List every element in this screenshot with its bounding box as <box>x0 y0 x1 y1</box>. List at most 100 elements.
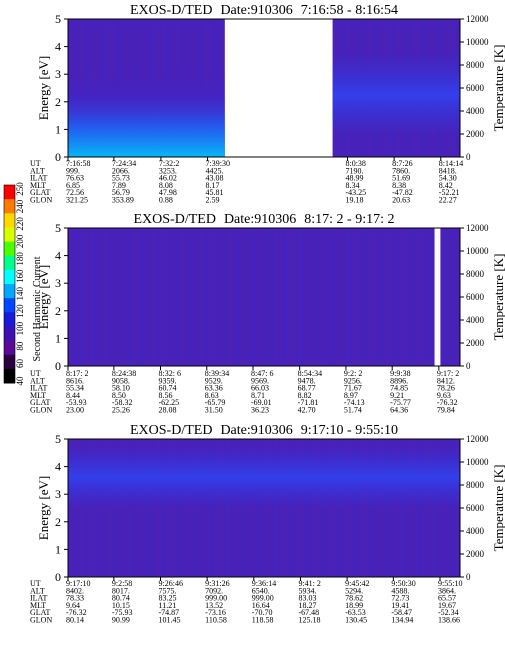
orbit-table-cell: 8.63 <box>205 391 219 400</box>
spectrogram-stripe <box>155 228 157 366</box>
spectrogram-stripe <box>146 228 148 366</box>
orbit-table-cell: 8:24:38 <box>112 369 136 378</box>
orbit-row-label: ILAT <box>30 594 47 603</box>
spectrogram-stripe <box>290 228 292 366</box>
spectrogram-stripe <box>230 228 232 366</box>
colorbar-swatch <box>4 368 15 384</box>
orbit-table-cell: 8412. <box>437 376 455 385</box>
orbit-table-cell: 9:9:38 <box>390 369 410 378</box>
y-tick-label-left: 1 <box>55 331 61 345</box>
orbit-table-cell: -70.70 <box>252 608 273 617</box>
orbit-table-cell: 9.63 <box>437 391 451 400</box>
orbit-table-cell: 76.63 <box>66 174 84 183</box>
orbit-row-label: GLON <box>30 616 52 625</box>
orbit-table-cell: 60.74 <box>159 384 177 393</box>
spectrogram-stripe <box>125 228 127 366</box>
orbit-table-cell: 8:54:34 <box>298 369 322 378</box>
y-tick-label-right: 4000 <box>466 315 485 325</box>
orbit-table-cell: 9:45:42 <box>345 579 369 588</box>
spectrogram-stripe <box>335 228 337 366</box>
spectrogram-stripe <box>410 228 412 366</box>
orbit-table-cell: -75.77 <box>390 398 411 407</box>
orbit-table-cell: -47.82 <box>392 188 413 197</box>
orbit-table-cell: -69.01 <box>251 398 272 407</box>
y-tick-label-right: 2000 <box>466 549 485 559</box>
spectrogram-stripe <box>215 228 217 366</box>
orbit-table-cell: -75.93 <box>112 608 133 617</box>
orbit-table-cell: 7.89 <box>112 181 126 190</box>
spectrogram-stripe <box>299 228 301 366</box>
orbit-table-cell: 78.26 <box>437 384 455 393</box>
y-tick-label-left: 4 <box>55 40 61 54</box>
y-tick-label-right: 6000 <box>466 292 485 302</box>
spectrogram-stripe <box>197 228 199 366</box>
spectrogram-stripe <box>116 228 118 366</box>
orbit-row-label: ILAT <box>30 384 47 393</box>
orbit-table-cell: 74.85 <box>390 384 408 393</box>
orbit-table-cell: 78.62 <box>345 594 363 603</box>
y-axis-label-right: Temperature [K] <box>491 45 505 132</box>
y-tick-label-right: 12000 <box>466 434 489 444</box>
spectrogram-stripe <box>389 228 391 366</box>
y-tick-label-right: 10000 <box>466 37 489 47</box>
orbit-table-cell: 71.67 <box>344 384 362 393</box>
orbit-table-cell: 7575. <box>159 586 177 595</box>
spectrogram-stripe <box>431 228 433 366</box>
spectrogram-stripe <box>311 228 313 366</box>
orbit-table-cell: 18.27 <box>298 601 316 610</box>
colorbar-tick-label: 80 <box>15 341 25 351</box>
orbit-row-label: ALT <box>30 376 45 385</box>
spectrogram-stripe <box>287 228 289 366</box>
orbit-table-cell: 65.57 <box>438 594 456 603</box>
panel-title-title: EXOS-D/TED <box>130 3 212 18</box>
spectrogram-stripe <box>119 228 121 366</box>
spectrogram-stripe <box>323 228 325 366</box>
y-tick-label-left: 0 <box>55 570 61 584</box>
spectrogram-stripe <box>401 228 403 366</box>
orbit-table-cell: 23.00 <box>66 406 84 415</box>
spectrogram-stripe <box>320 228 322 366</box>
spectrogram-stripe <box>245 228 247 366</box>
orbit-table-cell: 130.45 <box>345 616 367 625</box>
y-tick-label-left: 2 <box>55 304 61 318</box>
spectrogram-stripe <box>128 228 130 366</box>
spectrogram-stripe <box>284 228 286 366</box>
orbit-row-label: ALT <box>30 586 45 595</box>
orbit-table-cell: 8:14:14 <box>439 159 463 168</box>
orbit-table-cell: 55.34 <box>66 384 84 393</box>
spectrogram-stripe <box>203 228 205 366</box>
spectrogram-stripe <box>371 228 373 366</box>
spectrogram-stripe <box>200 228 202 366</box>
orbit-table-cell: 7:32:2 <box>159 159 179 168</box>
orbit-table-cell: 9256. <box>344 376 362 385</box>
orbit-table-cell: 45.81 <box>206 188 224 197</box>
orbit-table-cell: 8017. <box>112 586 130 595</box>
orbit-table-cell: 7:16:58 <box>66 159 90 168</box>
colorbar-tick-label: 120 <box>15 304 25 318</box>
orbit-table-cell: 16.64 <box>252 601 270 610</box>
orbit-table-cell: 19.41 <box>391 601 409 610</box>
y-tick-label-left: 5 <box>55 432 61 446</box>
spectrogram-stripe <box>95 228 97 366</box>
spectrogram-stripe <box>77 228 79 366</box>
orbit-table-cell: 6540. <box>252 586 270 595</box>
spectrogram-segment <box>440 228 460 366</box>
orbit-row-label: GLAT <box>30 398 51 407</box>
y-tick-label-left: 0 <box>55 359 61 373</box>
orbit-table-cell: -74.87 <box>159 608 180 617</box>
spectrogram-stripe <box>86 228 88 366</box>
orbit-row-label: UT <box>30 369 41 378</box>
spectrogram-segment <box>68 228 435 366</box>
orbit-table-cell: 13.52 <box>205 601 223 610</box>
orbit-table-cell: 46.02 <box>159 174 177 183</box>
spectrogram-stripe <box>386 228 388 366</box>
spectrogram-intensity <box>68 445 460 508</box>
spectrogram-stripe <box>188 228 190 366</box>
orbit-table-cell: 7:39:30 <box>206 159 230 168</box>
colorbar-tick-label: 40 <box>15 376 25 386</box>
orbit-table-cell: 9:50:30 <box>391 579 415 588</box>
orbit-table-cell: 43.08 <box>206 174 224 183</box>
spectrogram-stripe <box>263 228 265 366</box>
orbit-table-cell: 8616. <box>66 376 84 385</box>
